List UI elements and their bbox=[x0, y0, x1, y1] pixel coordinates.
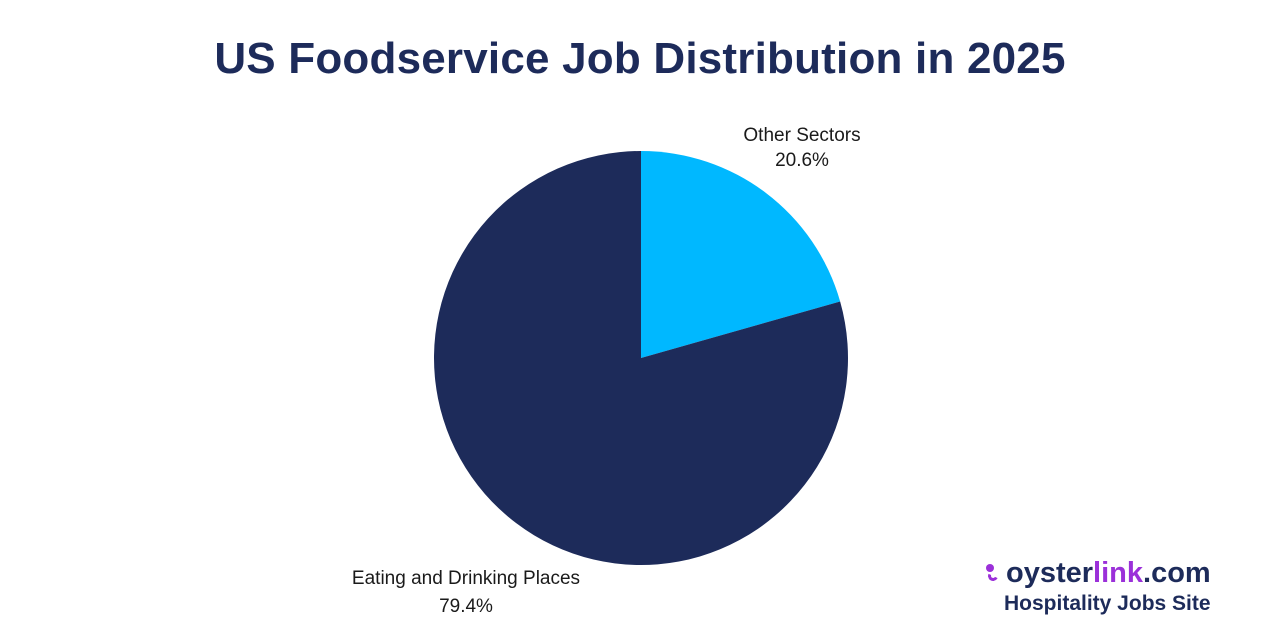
brand-name-suffix: .com bbox=[1143, 557, 1211, 589]
brand-tagline: Hospitality Jobs Site bbox=[1004, 592, 1211, 615]
slice-value-label: 79.4% bbox=[439, 596, 493, 617]
slice-value-label: 20.6% bbox=[775, 150, 829, 171]
slice-label: Other Sectors bbox=[743, 125, 860, 146]
brand-name: oysterlink.com bbox=[984, 556, 1244, 590]
pie-slice-eating-and-drinking-places bbox=[433, 151, 848, 565]
oyster-pearl-icon bbox=[984, 562, 1002, 584]
brand-name-accent: link bbox=[1093, 557, 1144, 589]
chart-title: US Foodservice Job Distribution in 2025 bbox=[214, 34, 1066, 83]
brand-logo: oysterlink.com Hospitality Jobs Site bbox=[984, 556, 1244, 616]
slice-label: Eating and Drinking Places bbox=[352, 568, 580, 589]
pie-slice-other-sectors bbox=[641, 151, 841, 358]
brand-name-main: oyster bbox=[1006, 557, 1094, 589]
